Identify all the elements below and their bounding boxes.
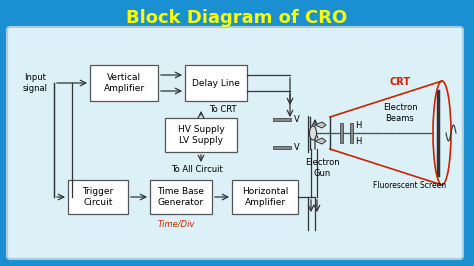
Text: Horizontal
Amplifier: Horizontal Amplifier	[242, 187, 288, 207]
Text: V: V	[294, 114, 300, 123]
Bar	[150, 180, 212, 214]
Text: H: H	[355, 136, 361, 146]
Text: Block Diagram of CRO: Block Diagram of CRO	[127, 9, 347, 27]
Text: CRT: CRT	[390, 77, 410, 87]
Polygon shape	[315, 138, 326, 144]
Ellipse shape	[310, 126, 317, 140]
Polygon shape	[315, 122, 326, 128]
Bar	[273, 118, 291, 120]
Text: Delay Line: Delay Line	[192, 78, 240, 88]
Text: Fluorescent Screen: Fluorescent Screen	[374, 181, 447, 190]
FancyBboxPatch shape	[7, 27, 463, 259]
Text: Trigger
Circuit: Trigger Circuit	[82, 187, 114, 207]
Text: Electron
Beams: Electron Beams	[383, 103, 417, 123]
Bar	[90, 65, 158, 101]
Bar	[68, 180, 128, 214]
Text: Time Base
Generator: Time Base Generator	[157, 187, 204, 207]
Bar	[165, 118, 237, 152]
Bar	[185, 65, 247, 101]
Text: To All Circuit: To All Circuit	[171, 165, 223, 174]
Text: H: H	[355, 120, 361, 130]
Bar	[350, 123, 353, 143]
Text: To CRT: To CRT	[209, 106, 237, 114]
Text: V: V	[294, 143, 300, 152]
Text: Vertical
Amplifier: Vertical Amplifier	[103, 73, 145, 93]
Bar	[232, 180, 298, 214]
Text: HV Supply
LV Supply: HV Supply LV Supply	[178, 125, 224, 145]
Text: Electron
Gun: Electron Gun	[305, 158, 339, 178]
Bar	[340, 123, 343, 143]
Text: Input
signal: Input signal	[22, 73, 47, 93]
Bar	[273, 146, 291, 148]
Text: Time/Div: Time/Div	[157, 219, 195, 228]
